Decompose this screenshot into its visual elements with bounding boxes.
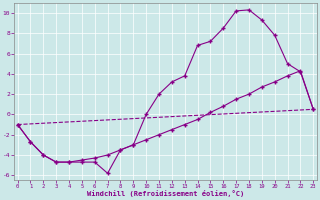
X-axis label: Windchill (Refroidissement éolien,°C): Windchill (Refroidissement éolien,°C) bbox=[87, 190, 244, 197]
